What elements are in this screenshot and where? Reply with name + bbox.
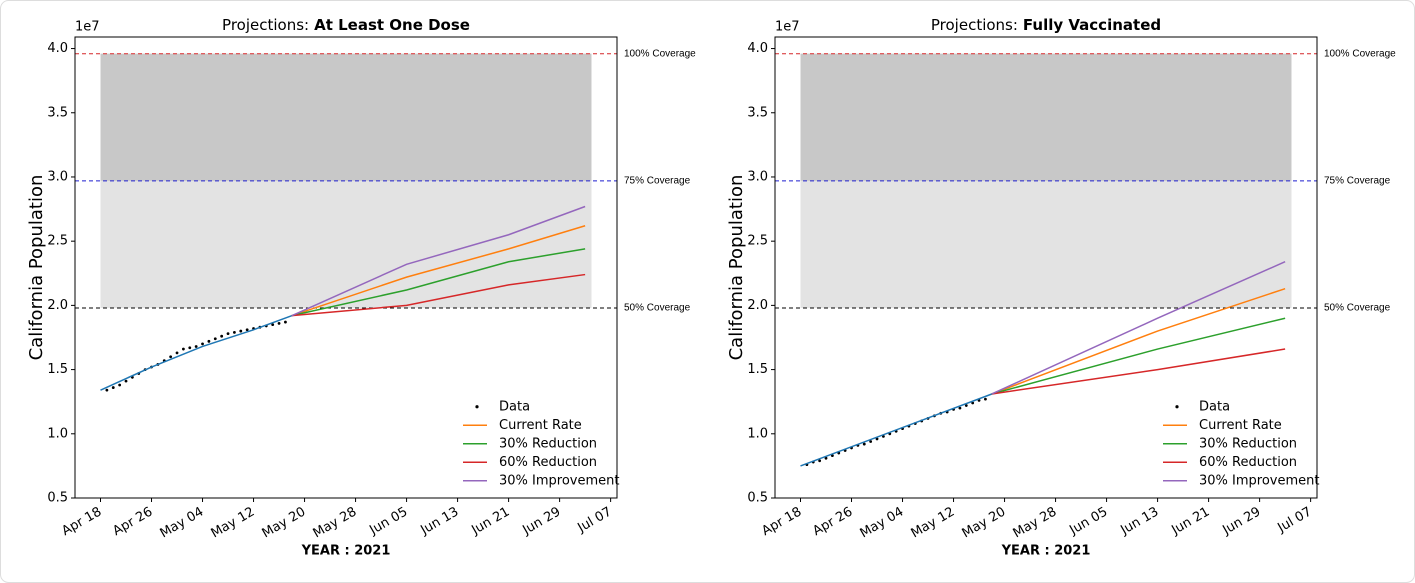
legend-label: Current Rate <box>1199 418 1282 433</box>
coverage-label: 75% Coverage <box>624 175 691 186</box>
data-point <box>169 355 173 359</box>
chart-title: Projections: At Least One Dose <box>222 16 470 34</box>
data-point <box>271 323 275 327</box>
data-point <box>958 406 962 410</box>
legend-box <box>453 389 611 492</box>
plot-frame <box>774 36 1318 499</box>
data-point <box>124 379 128 383</box>
series-line <box>100 314 293 391</box>
coverage-label: 50% Coverage <box>624 303 691 314</box>
data-point <box>818 459 822 463</box>
data-point <box>971 401 975 405</box>
data-point <box>239 329 243 333</box>
data-point <box>220 334 224 338</box>
series-line <box>291 225 586 317</box>
coverage-label: 75% Coverage <box>1324 175 1391 186</box>
data-point <box>284 320 287 324</box>
data-point <box>277 321 281 325</box>
title-prefix: Projections: <box>222 16 309 34</box>
data-point <box>194 345 198 348</box>
legend-label: Data <box>1199 399 1230 414</box>
data-point <box>984 397 987 401</box>
y-tick-label: 3.5 <box>47 105 68 120</box>
data-point <box>213 337 217 341</box>
data-point <box>875 437 879 441</box>
title-prefix: Projections: <box>931 16 1018 34</box>
y-axis-label: California Population <box>726 175 747 361</box>
y-tick-label: 1.5 <box>747 362 768 377</box>
legend-label: 30% Reduction <box>1199 436 1297 451</box>
series-line <box>991 317 1286 395</box>
coverage-band <box>800 53 1292 181</box>
offset-label: 1e7 <box>75 20 100 35</box>
y-tick-label: 1.5 <box>47 362 68 377</box>
y-axis-label: California Population <box>26 175 47 361</box>
data-point <box>175 351 179 355</box>
series-line <box>991 287 1286 395</box>
plot-frame <box>74 36 618 499</box>
series-line <box>291 205 586 317</box>
y-tick-label: 1.0 <box>747 426 768 441</box>
data-point <box>207 339 211 343</box>
y-tick-label: 2.0 <box>47 298 68 313</box>
offset-label: 1e7 <box>775 20 800 35</box>
series-line <box>991 348 1286 395</box>
data-point <box>824 456 828 460</box>
y-tick-label: 1.0 <box>47 426 68 441</box>
y-tick-label: 3.5 <box>747 105 768 120</box>
title-main: At Least One Dose <box>314 16 470 34</box>
y-tick-label: 2.0 <box>747 298 768 313</box>
data-point <box>226 332 230 336</box>
data-point <box>201 342 204 346</box>
legend-label: 30% Reduction <box>499 436 597 451</box>
legend-label: 30% Improvement <box>1199 473 1319 488</box>
series-line <box>291 273 586 317</box>
y-tick-label: 3.0 <box>47 169 68 184</box>
data-point <box>118 383 122 387</box>
chart-title: Projections: Fully Vaccinated <box>931 16 1161 34</box>
data-point <box>111 386 115 389</box>
legend-label: 30% Improvement <box>499 473 619 488</box>
legend-label: Data <box>499 399 530 414</box>
y-tick-label: 4.0 <box>47 41 68 56</box>
data-point <box>964 404 968 407</box>
series-line <box>291 248 586 317</box>
legend-label: 60% Reduction <box>499 455 597 470</box>
data-point <box>182 347 185 351</box>
y-tick-label: 3.0 <box>747 169 768 184</box>
series-line <box>800 393 993 467</box>
x-axis-label: YEAR : 2021 <box>1001 544 1091 559</box>
data-point <box>188 346 192 350</box>
data-point <box>245 328 249 332</box>
data-point <box>869 440 873 443</box>
legend-box <box>1153 389 1311 492</box>
legend-marker <box>1175 405 1179 409</box>
coverage-label: 100% Coverage <box>1324 48 1396 59</box>
coverage-label: 50% Coverage <box>1324 303 1391 314</box>
data-point <box>105 388 109 392</box>
data-point <box>862 442 866 446</box>
legend-label: 60% Reduction <box>1199 455 1297 470</box>
legend-marker <box>475 405 479 409</box>
legend-label: Current Rate <box>499 418 582 433</box>
coverage-band <box>100 53 592 181</box>
y-tick-label: 0.5 <box>747 491 768 506</box>
coverage-label: 100% Coverage <box>624 48 696 59</box>
y-tick-label: 4.0 <box>747 41 768 56</box>
data-point <box>233 330 236 334</box>
title-main: Fully Vaccinated <box>1023 16 1161 34</box>
y-tick-label: 2.5 <box>47 234 68 249</box>
y-tick-label: 2.5 <box>747 234 768 249</box>
y-tick-label: 0.5 <box>47 491 68 506</box>
x-axis-label: YEAR : 2021 <box>301 544 391 559</box>
series-line <box>991 261 1286 395</box>
